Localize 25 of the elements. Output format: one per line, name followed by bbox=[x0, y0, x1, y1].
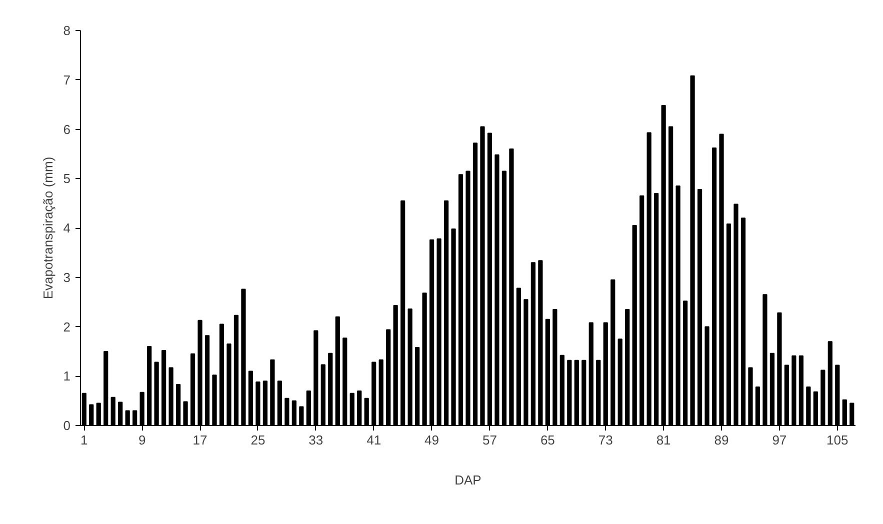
x-tick-label: 81 bbox=[656, 432, 671, 448]
y-tick-label: 2 bbox=[63, 319, 71, 334]
y-tick-label: 5 bbox=[63, 171, 71, 186]
y-tick-label: 4 bbox=[63, 220, 71, 236]
y-tick-label: 7 bbox=[63, 72, 71, 88]
x-tick-label: 9 bbox=[138, 432, 146, 448]
x-tick-label: 57 bbox=[482, 432, 497, 448]
x-tick-label: 25 bbox=[250, 432, 266, 448]
y-tick-label: 8 bbox=[63, 23, 71, 38]
x-tick-label: 49 bbox=[424, 432, 440, 448]
x-tick-label: 41 bbox=[366, 432, 382, 448]
y-tick-label: 6 bbox=[63, 122, 71, 137]
x-axis-title: DAP bbox=[454, 472, 482, 488]
x-tick-label: 33 bbox=[308, 432, 324, 448]
y-tick-label: 0 bbox=[63, 418, 71, 433]
x-tick-label: 89 bbox=[714, 432, 729, 448]
x-tick-label: 65 bbox=[540, 432, 555, 448]
y-tick-label: 3 bbox=[63, 270, 71, 285]
x-tick-label: 97 bbox=[772, 432, 787, 448]
x-tick-label: 73 bbox=[598, 432, 613, 448]
x-tick-label: 17 bbox=[192, 432, 208, 448]
x-tick-label: 105 bbox=[826, 432, 848, 448]
x-tick-label: 1 bbox=[80, 432, 88, 448]
y-tick-label: 1 bbox=[63, 368, 71, 384]
y-axis-title: Evapotranspiração (mm) bbox=[40, 156, 56, 300]
